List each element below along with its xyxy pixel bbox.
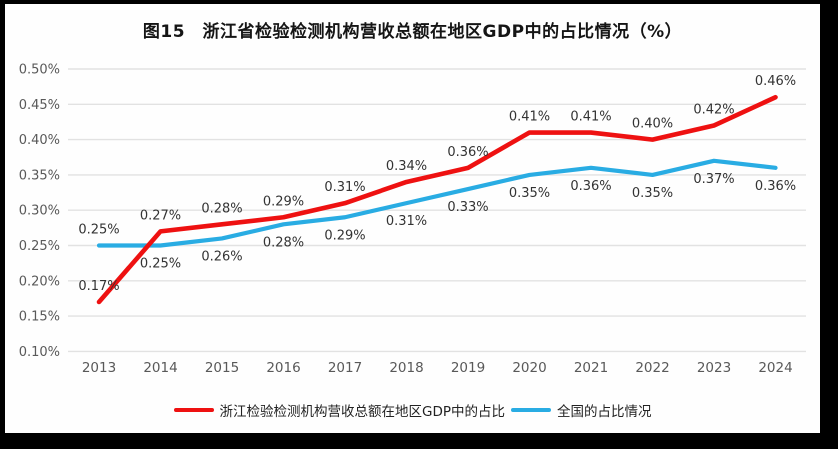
chart-title: 图15 浙江省检验检测机构营收总额在地区GDP中的占比情况（%） (142, 22, 683, 42)
data-label: 0.27% (140, 208, 181, 223)
y-axis-tick-label: 0.45% (19, 98, 60, 113)
x-axis-tick-label: 2023 (697, 360, 731, 376)
x-axis-tick-label: 2016 (266, 360, 300, 376)
legend-item-national: 全国的占比情况 (511, 400, 652, 420)
data-label: 0.33% (447, 200, 488, 215)
data-label: 0.25% (78, 223, 119, 238)
data-label: 0.41% (570, 110, 611, 125)
y-axis-tick-label: 0.35% (19, 168, 60, 183)
data-label: 0.26% (201, 249, 242, 264)
data-label: 0.46% (755, 74, 796, 89)
y-axis-tick-label: 0.10% (19, 345, 60, 360)
y-axis-tick-label: 0.40% (19, 133, 60, 148)
chart-legend: 浙江检验检测机构营收总额在地区GDP中的占比 全国的占比情况 (5, 400, 820, 420)
x-axis-tick-label: 2022 (635, 360, 669, 376)
x-axis-tick-label: 2015 (205, 360, 239, 376)
legend-item-zhejiang: 浙江检验检测机构营收总额在地区GDP中的占比 (173, 400, 506, 420)
data-label: 0.34% (386, 159, 427, 174)
data-label: 0.36% (570, 179, 611, 194)
chart-frame: 0.50% 0.45% 0.40% 0.35% 0.30% 0.25% 0.20% 0.15%… (5, 4, 820, 433)
legend-line-red-icon (173, 408, 214, 412)
data-label: 0.35% (632, 186, 673, 201)
x-axis-tick-label: 2019 (451, 360, 485, 376)
x-axis-tick-label: 2024 (758, 360, 792, 376)
data-label: 0.35% (509, 186, 550, 201)
data-label: 0.29% (324, 228, 365, 243)
x-axis-tick-label: 2014 (143, 360, 177, 376)
data-label: 0.25% (140, 257, 181, 272)
data-label: 0.42% (693, 102, 734, 117)
y-axis-tick-label: 0.30% (19, 204, 60, 219)
y-axis-tick-label: 0.15% (19, 310, 60, 325)
data-label: 0.28% (201, 201, 242, 216)
data-label: 0.37% (693, 172, 734, 187)
legend-label-zhejiang: 浙江检验检测机构营收总额在地区GDP中的占比 (219, 404, 506, 420)
data-label: 0.31% (386, 214, 427, 229)
data-label: 0.36% (447, 145, 488, 160)
legend-label-national: 全国的占比情况 (557, 404, 652, 420)
y-axis-tick-label: 0.50% (19, 63, 60, 78)
data-label: 0.36% (755, 179, 796, 194)
data-label: 0.40% (632, 117, 673, 132)
line-chart-canvas: 0.50% 0.45% 0.40% 0.35% 0.30% 0.25% 0.20% 0.15%… (19, 63, 806, 376)
x-axis-tick-label: 2020 (512, 360, 546, 376)
x-axis-tick-label: 2013 (82, 360, 116, 376)
x-axis-tick-label: 2017 (328, 360, 362, 376)
y-axis-tick-label: 0.25% (19, 239, 60, 254)
data-label: 0.41% (509, 110, 550, 125)
data-label: 0.29% (263, 194, 304, 209)
data-label: 0.31% (324, 180, 365, 195)
x-axis-tick-label: 2018 (389, 360, 423, 376)
series-line-national (96, 158, 778, 248)
data-label: 0.28% (263, 235, 304, 250)
series-line-zhejiang (96, 94, 778, 305)
legend-line-blue-icon (511, 408, 551, 412)
data-label: 0.17% (78, 279, 119, 294)
y-axis-tick-label: 0.20% (19, 274, 60, 289)
x-axis-tick-label: 2021 (574, 360, 608, 376)
